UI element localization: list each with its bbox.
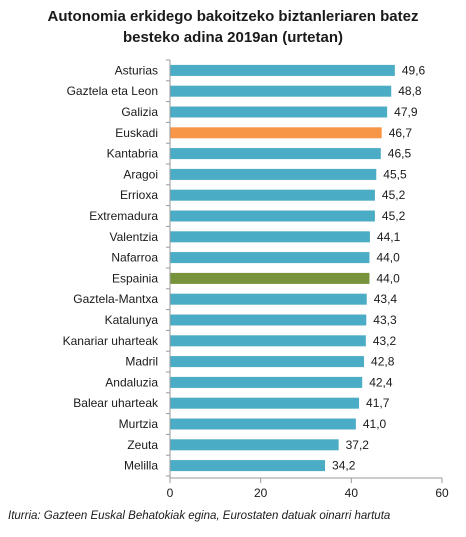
data-label: 49,6: [402, 63, 426, 77]
bar-17: [170, 397, 360, 409]
category-label: Balear uharteak: [73, 396, 159, 410]
bar-2: [170, 85, 392, 97]
data-label: 45,2: [382, 209, 406, 223]
data-label: 34,2: [332, 459, 356, 473]
data-label: 47,9: [394, 105, 418, 119]
data-label: 46,5: [388, 147, 412, 161]
bar-11: [170, 272, 370, 284]
category-label: Murtzia: [119, 417, 159, 431]
data-label: 42,4: [369, 375, 393, 389]
category-label: Andaluzia: [105, 375, 158, 389]
bar-15: [170, 356, 365, 368]
bar-12: [170, 293, 367, 305]
data-label: 46,7: [389, 126, 413, 140]
bar-4: [170, 127, 382, 139]
bar-14: [170, 335, 366, 347]
data-label: 41,0: [363, 417, 387, 431]
data-label: 45,5: [383, 167, 407, 181]
category-label: Kantabria: [107, 147, 159, 161]
category-label: Katalunya: [105, 313, 159, 327]
data-label: 42,8: [371, 355, 395, 369]
bar-7: [170, 189, 375, 201]
bar-9: [170, 231, 370, 243]
data-label: 37,2: [346, 438, 370, 452]
bar-20: [170, 460, 326, 472]
chart-title-line-2: besteko adina 2019an (urtetan): [122, 29, 344, 46]
bar-1: [170, 64, 395, 76]
data-label: 41,7: [366, 396, 390, 410]
chart-title-line-1: Autonomia erkidego bakoitzeko biztanleri…: [47, 8, 419, 25]
category-label: Madril: [125, 355, 158, 369]
category-label: Gaztela eta Leon: [67, 84, 158, 98]
x-tick-label: 20: [254, 486, 268, 500]
category-label: Errioxa: [120, 188, 158, 202]
category-label: Espainia: [112, 271, 158, 285]
category-label: Asturias: [115, 63, 158, 77]
category-label: Extremadura: [89, 209, 158, 223]
bar-10: [170, 252, 370, 264]
data-label: 44,0: [376, 271, 400, 285]
data-label: 43,4: [374, 292, 398, 306]
bar-3: [170, 106, 388, 118]
x-tick-label: 40: [345, 486, 359, 500]
bar-8: [170, 210, 375, 222]
category-label: Zeuta: [127, 438, 158, 452]
source-note: Iturria: Gazteen Euskal Behatokiak egina…: [8, 510, 391, 522]
bar-16: [170, 376, 363, 388]
x-tick-label: 60: [435, 486, 449, 500]
data-label: 43,2: [373, 334, 397, 348]
category-label: Nafarroa: [111, 251, 158, 265]
bar-6: [170, 168, 377, 180]
category-label: Gaztela-Mantxa: [73, 292, 158, 306]
category-label: Valentzia: [110, 230, 159, 244]
bar-18: [170, 418, 356, 430]
data-label: 43,3: [373, 313, 397, 327]
data-label: 44,1: [377, 230, 401, 244]
data-label: 44,0: [376, 251, 400, 265]
category-label: Galizia: [121, 105, 158, 119]
bar-5: [170, 148, 381, 160]
category-label: Euskadi: [115, 126, 158, 140]
category-label: Melilla: [124, 459, 158, 473]
bar-19: [170, 439, 339, 451]
data-label: 45,2: [382, 188, 406, 202]
category-label: Aragoi: [123, 167, 158, 181]
bar-13: [170, 314, 367, 326]
chart-title: Autonomia erkidego bakoitzeko biztanleri…: [0, 6, 466, 48]
data-label: 48,8: [398, 84, 422, 98]
x-tick-label: 0: [167, 486, 174, 500]
category-label: Kanariar uharteak: [63, 334, 159, 348]
